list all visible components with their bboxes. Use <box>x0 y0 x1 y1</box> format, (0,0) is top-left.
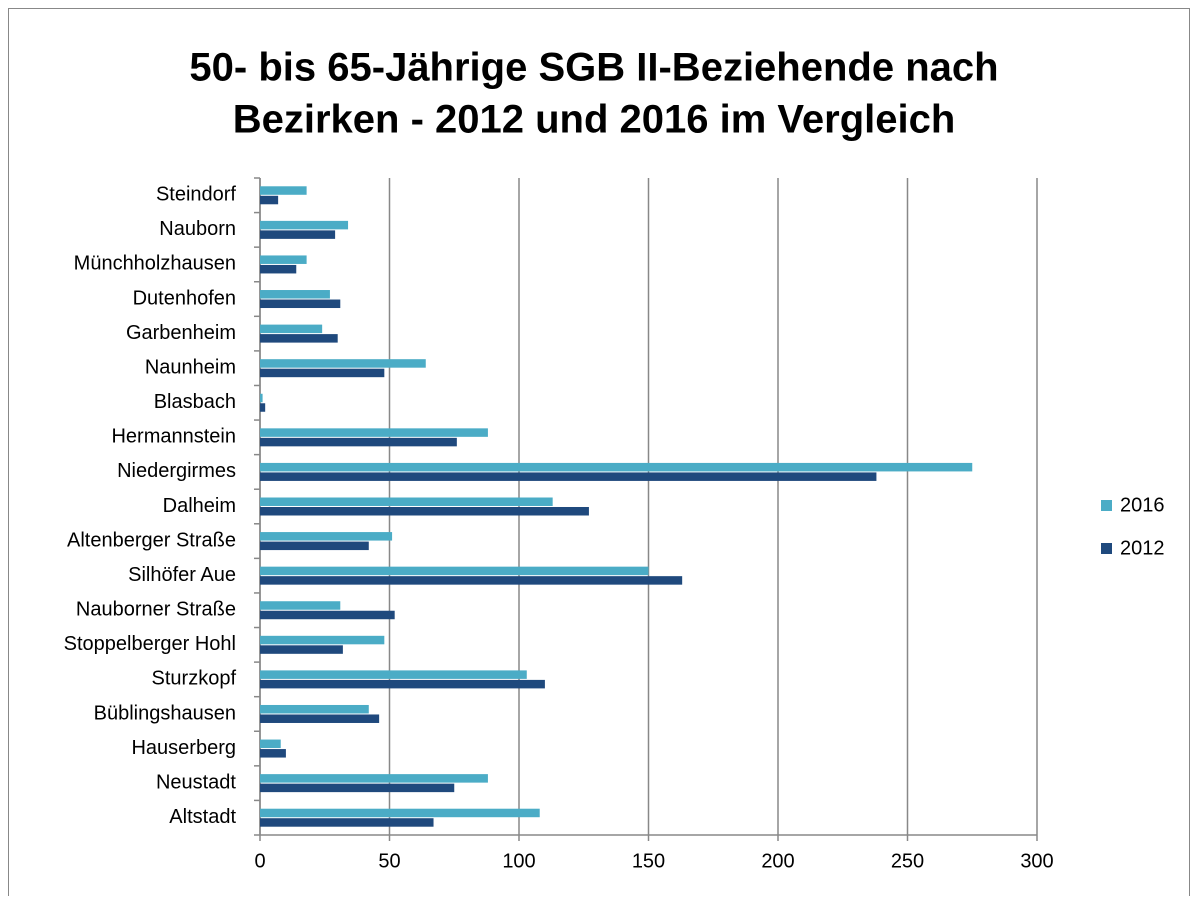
y-tick-label: Silhöfer Aue <box>128 564 236 586</box>
x-tick-label: 300 <box>1020 850 1053 872</box>
bar <box>260 774 488 783</box>
bar <box>260 186 307 195</box>
y-tick-label: Büblingshausen <box>94 702 236 724</box>
bar <box>260 220 349 230</box>
bar <box>260 739 281 749</box>
bar <box>260 299 341 309</box>
bar <box>260 541 369 551</box>
legend-label: 2016 <box>1120 494 1165 516</box>
y-tick-label: Hermannstein <box>111 426 236 448</box>
chart-frame <box>8 8 1190 901</box>
bar <box>260 808 540 818</box>
legend-swatch <box>1101 543 1112 554</box>
bar <box>260 497 553 506</box>
bar <box>260 714 380 723</box>
y-tick-label: Dalheim <box>163 495 236 517</box>
bar <box>260 576 683 585</box>
chart-title: Bezirken - 2012 und 2016 im Vergleich <box>233 98 956 142</box>
y-tick-label: Garbenheim <box>126 322 236 344</box>
y-tick-label: Sturzkopf <box>152 668 237 690</box>
y-tick-label: Stoppelberger Hohl <box>64 633 236 655</box>
y-tick-label: Neustadt <box>156 771 236 793</box>
y-tick-label: Nauborn <box>159 218 236 240</box>
y-tick-label: Nauborner Straße <box>76 599 236 621</box>
bar <box>260 645 343 654</box>
bar <box>260 359 426 368</box>
bar <box>260 462 973 472</box>
x-tick-label: 150 <box>632 850 665 872</box>
x-tick-label: 50 <box>378 850 400 872</box>
bar <box>260 290 330 299</box>
y-tick-label: Blasbach <box>154 391 236 413</box>
bar <box>260 783 455 793</box>
legend-swatch <box>1101 500 1112 511</box>
y-tick-label: Altenberger Straße <box>67 529 236 551</box>
y-tick-label: Niedergirmes <box>117 460 236 482</box>
chart-title: 50- bis 65-Jährige SGB II-Beziehende nac… <box>189 46 998 90</box>
x-tick-label: 250 <box>891 850 924 872</box>
x-tick-label: 200 <box>761 850 794 872</box>
y-tick-label: Dutenhofen <box>133 287 236 309</box>
bar <box>260 437 457 447</box>
bar <box>260 472 877 481</box>
x-tick-label: 0 <box>254 850 265 872</box>
bar <box>260 566 649 576</box>
bar <box>260 393 263 403</box>
y-tick-label: Steindorf <box>156 184 236 206</box>
bar <box>260 610 395 620</box>
bar <box>260 324 323 334</box>
bar <box>260 749 286 758</box>
y-tick-label: Hauserberg <box>131 737 236 759</box>
y-tick-label: Altstadt <box>169 806 236 828</box>
bar <box>260 195 279 205</box>
bar <box>260 403 266 412</box>
legend-label: 2012 <box>1120 537 1165 559</box>
bar <box>260 507 589 516</box>
bar <box>260 670 527 679</box>
bar <box>260 230 336 239</box>
bar <box>260 368 385 378</box>
bar <box>260 428 488 437</box>
bar <box>260 601 341 610</box>
y-tick-label: Naunheim <box>145 356 236 378</box>
bar <box>260 818 434 827</box>
bar <box>260 255 307 264</box>
bar <box>260 532 393 541</box>
x-tick-label: 100 <box>502 850 535 872</box>
bar <box>260 264 297 274</box>
bar <box>260 704 369 714</box>
bar <box>260 635 385 645</box>
y-tick-label: Münchholzhausen <box>74 253 236 275</box>
bar <box>260 334 338 343</box>
bar <box>260 679 545 689</box>
